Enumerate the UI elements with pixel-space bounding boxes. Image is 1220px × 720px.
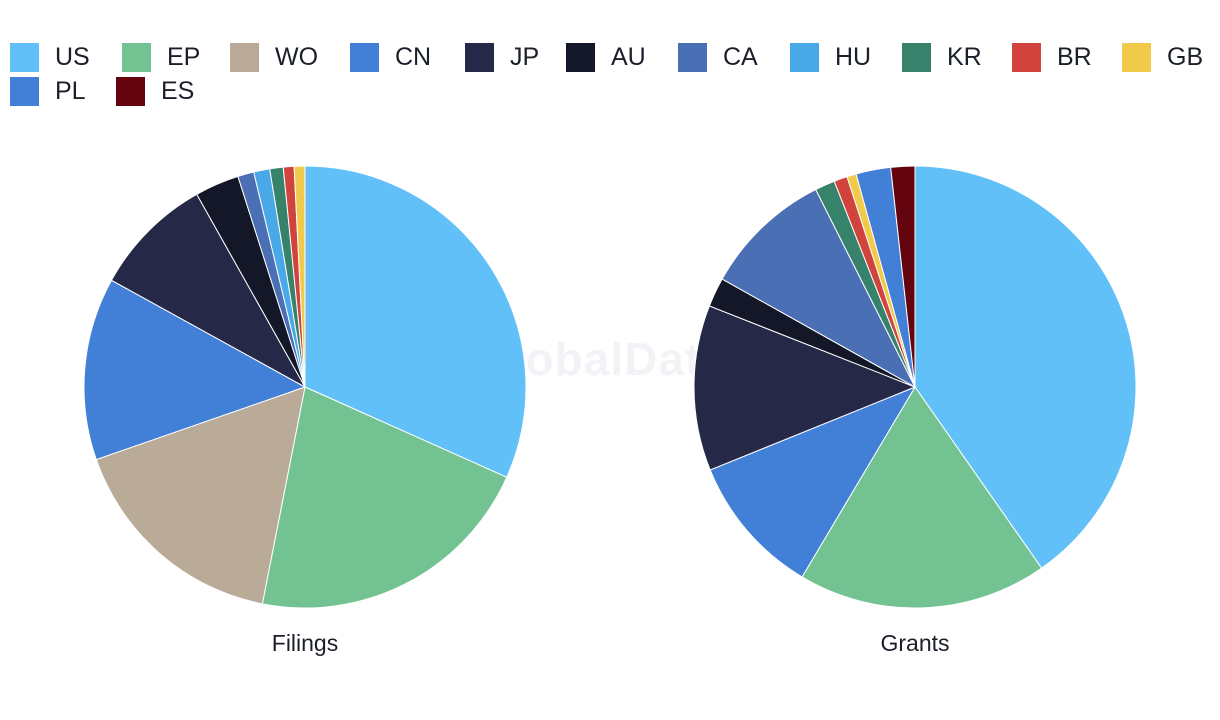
legend-item-hu[interactable]: HU [790, 40, 902, 74]
legend-swatch-gb [1122, 42, 1151, 72]
legend-swatch-cn [350, 42, 379, 72]
legend-label-jp: JP [510, 43, 540, 71]
filings-slice-gb[interactable] [293, 165, 306, 388]
legend-item-kr[interactable]: KR [902, 40, 1012, 74]
legend-swatch-pl [10, 76, 39, 106]
grants-pie [693, 165, 1137, 609]
legend-label-es: ES [161, 77, 195, 105]
filings-slice-ep[interactable] [261, 386, 508, 609]
legend-swatch-es [116, 76, 145, 106]
legend-label-au: AU [611, 43, 646, 71]
filings-slice-cn[interactable] [83, 279, 307, 461]
legend-label-kr: KR [947, 43, 982, 71]
legend-item-br[interactable]: BR [1012, 40, 1122, 74]
legend-item-pl[interactable]: PL [10, 74, 116, 108]
grants-slice-ca[interactable] [721, 188, 917, 389]
legend-label-wo: WO [275, 43, 319, 71]
legend-row-1: US EP WO CN JP AU CA HU [10, 40, 1215, 74]
grants-slice-jp[interactable] [693, 305, 917, 471]
legend-label-ca: CA [723, 43, 758, 71]
legend-label-hu: HU [835, 43, 872, 71]
legend-swatch-br [1012, 42, 1041, 72]
legend-label-pl: PL [55, 77, 86, 105]
filings-pie [83, 165, 527, 609]
filings-slice-jp[interactable] [110, 193, 307, 389]
legend-item-es[interactable]: ES [116, 74, 216, 108]
legend-item-gb[interactable]: GB [1122, 40, 1212, 74]
legend-row-2: PL ES [10, 74, 1215, 108]
legend-swatch-wo [230, 42, 259, 72]
legend-label-ep: EP [167, 43, 201, 71]
grants-slice-us[interactable] [914, 165, 1137, 569]
filings-slice-wo[interactable] [95, 386, 306, 605]
legend-swatch-ep [122, 42, 151, 72]
grants-pie-title: Grants [880, 630, 950, 656]
legend-swatch-hu [790, 42, 819, 72]
legend-item-us[interactable]: US [10, 40, 122, 74]
legend-swatch-ca [678, 42, 707, 72]
chart-legend: US EP WO CN JP AU CA HU [10, 40, 1215, 108]
legend-label-gb: GB [1167, 43, 1204, 71]
legend-item-wo[interactable]: WO [230, 40, 350, 74]
legend-item-ca[interactable]: CA [678, 40, 790, 74]
filings-slice-us[interactable] [304, 165, 527, 478]
legend-label-cn: CN [395, 43, 432, 71]
grants-slice-ep[interactable] [801, 386, 1043, 609]
legend-item-cn[interactable]: CN [350, 40, 465, 74]
legend-label-br: BR [1057, 43, 1092, 71]
legend-item-ep[interactable]: EP [122, 40, 230, 74]
legend-item-jp[interactable]: JP [465, 40, 566, 74]
legend-item-au[interactable]: AU [566, 40, 678, 74]
legend-swatch-us [10, 42, 39, 72]
legend-label-us: US [55, 43, 90, 71]
legend-swatch-jp [465, 42, 494, 72]
legend-swatch-kr [902, 42, 931, 72]
filings-pie-title: Filings [271, 630, 339, 656]
grants-slice-es[interactable] [890, 165, 916, 388]
grants-slice-cn[interactable] [709, 385, 917, 578]
legend-swatch-au [566, 42, 595, 72]
